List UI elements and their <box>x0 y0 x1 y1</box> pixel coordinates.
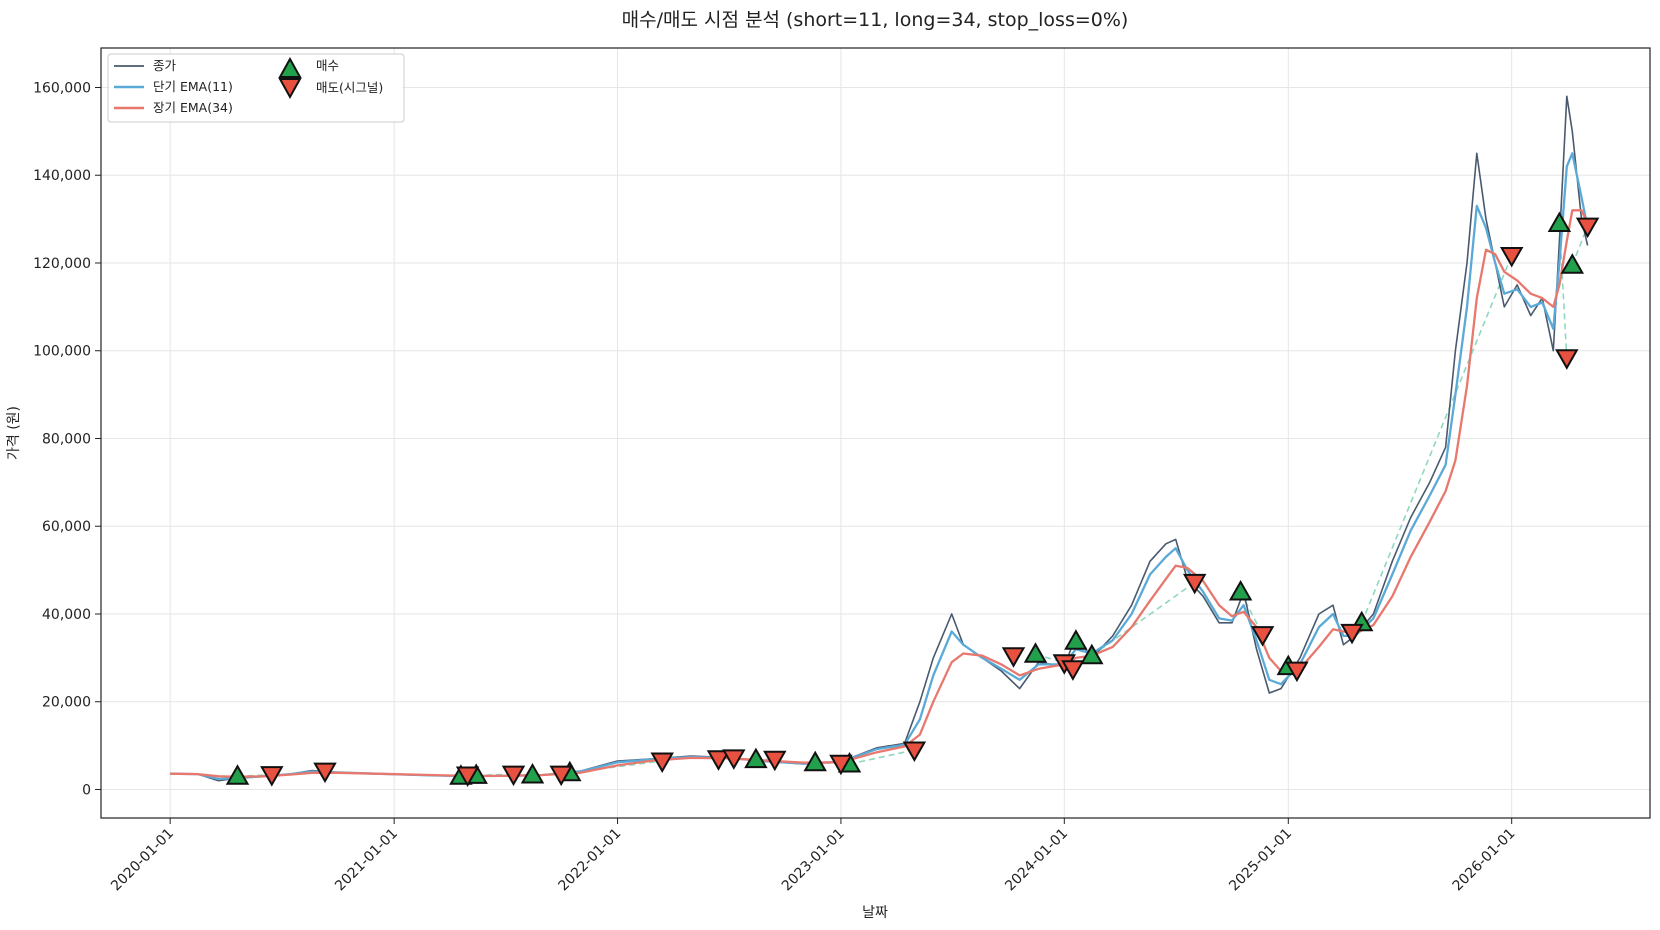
y-axis: 0 20,000 40,000 60,000 80,000 100,000 120,000 1… <box>33 80 101 798</box>
legend-swatch-buy <box>278 56 302 78</box>
sell-marker <box>829 754 853 776</box>
y-tick-label: 100,000 <box>33 344 91 360</box>
buy-marker <box>744 747 768 769</box>
legend-label-buy: 매수 <box>316 58 339 73</box>
sell-marker <box>1001 647 1026 668</box>
y-tick-label: 140,000 <box>33 168 91 184</box>
x-tick-label: 2026-01-01 <box>1450 826 1519 895</box>
sell-marker <box>763 750 787 772</box>
series-line-ema-short <box>170 152 1589 781</box>
sell-marker <box>1061 660 1085 681</box>
trade-connector <box>1239 591 1264 635</box>
buy-marker <box>1080 643 1104 665</box>
legend-label-sell: 매도(시그널) <box>316 80 383 95</box>
legend-box <box>107 53 405 123</box>
sell-marker <box>1182 573 1207 595</box>
x-tick-label: 2020-01-01 <box>108 826 177 895</box>
buy-marker <box>1023 642 1048 663</box>
buy-marker <box>1560 253 1585 274</box>
sell-marker <box>706 750 731 771</box>
y-tick-label: 80,000 <box>42 431 91 447</box>
y-tick-label: 160,000 <box>33 80 91 96</box>
x-tick-label: 2025-01-01 <box>1226 826 1295 895</box>
legend-label-ema-long: 장기 EMA(34) <box>153 100 233 115</box>
sell-marker <box>1250 626 1275 647</box>
sell-marker <box>260 766 284 787</box>
x-tick-label: 2023-01-01 <box>779 826 848 895</box>
y-tick-label: 120,000 <box>33 256 91 272</box>
buy-marker <box>225 764 250 785</box>
series-line-ema-long <box>170 209 1589 778</box>
legend: 종가 단기 EMA(11) 장기 EMA(34) 매수 매도(시그널) <box>107 53 405 123</box>
sell-marker <box>549 765 573 787</box>
chart-title: 매수/매도 시점 분석 (short=11, long=34, stop_los… <box>622 9 1129 31</box>
sell-marker <box>455 766 480 788</box>
trade-lines <box>237 223 1589 778</box>
signal-markers <box>225 211 1600 788</box>
x-tick-label: 2022-01-01 <box>556 826 625 895</box>
buy-marker <box>520 762 545 784</box>
buy-marker <box>1547 211 1572 232</box>
y-tick-label: 0 <box>82 782 91 798</box>
sell-marker <box>1285 661 1309 683</box>
sell-marker <box>722 749 746 770</box>
x-tick-label: 2024-01-01 <box>1002 826 1071 895</box>
buy-marker <box>1228 579 1253 601</box>
sell-marker <box>501 765 526 787</box>
trade-connector <box>849 749 915 765</box>
y-tick-label: 20,000 <box>42 695 91 711</box>
legend-label-close: 종가 <box>153 58 177 73</box>
trade-connector <box>1361 255 1513 624</box>
legend-swatch-sell <box>278 78 302 100</box>
grid <box>101 48 1650 818</box>
sell-marker <box>650 752 674 774</box>
sell-marker <box>1499 247 1524 268</box>
y-tick-label: 40,000 <box>42 607 91 623</box>
legend-label-ema-short: 단기 EMA(11) <box>153 79 233 94</box>
y-tick-label: 60,000 <box>42 519 91 535</box>
sell-marker <box>1340 623 1364 645</box>
sell-marker <box>1555 349 1579 370</box>
sell-marker <box>902 741 927 763</box>
x-tick-label: 2021-01-01 <box>332 826 401 895</box>
buy-marker <box>1064 629 1088 650</box>
x-axis-title: 날짜 <box>862 905 888 921</box>
buy-marker <box>803 750 827 772</box>
x-axis: 2020-01-01 2021-01-01 2022-01-01 2023-01-01… <box>108 818 1519 895</box>
sell-marker <box>1575 217 1600 239</box>
y-axis-title: 가격 (원) <box>6 406 22 460</box>
plot-frame <box>100 47 1651 819</box>
sell-marker <box>313 762 337 784</box>
